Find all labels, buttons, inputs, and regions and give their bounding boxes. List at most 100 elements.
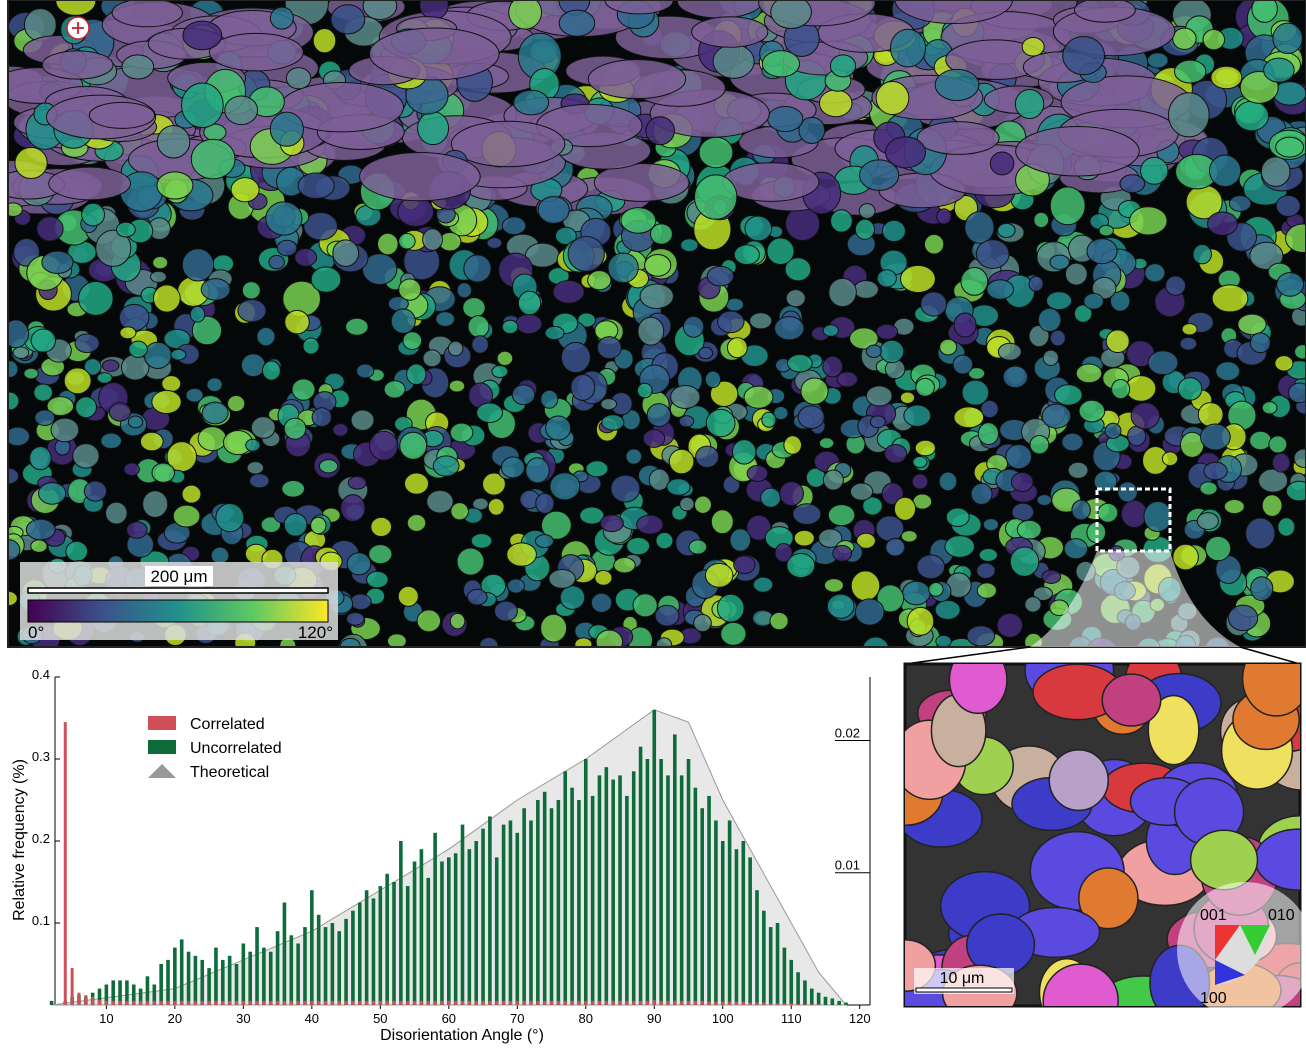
legend-label: Correlated bbox=[190, 716, 265, 733]
grain bbox=[954, 407, 984, 428]
grain bbox=[464, 255, 491, 282]
grain bbox=[837, 372, 857, 387]
bar bbox=[577, 800, 581, 1005]
grain bbox=[793, 504, 821, 525]
grain bbox=[903, 581, 930, 605]
grain bbox=[1238, 314, 1266, 334]
bar bbox=[372, 898, 376, 1005]
grain bbox=[1029, 276, 1043, 291]
bar bbox=[290, 1001, 293, 1005]
histogram: 0.10.20.30.40.010.0210203040506070809010… bbox=[32, 667, 871, 1026]
bar bbox=[358, 1001, 361, 1005]
grain bbox=[42, 251, 73, 273]
grain bbox=[945, 536, 975, 558]
ipf-label: 010 bbox=[1268, 907, 1295, 924]
grain bbox=[1076, 364, 1102, 383]
grain bbox=[514, 90, 549, 115]
grain bbox=[1200, 482, 1217, 495]
grain bbox=[880, 340, 904, 362]
grain bbox=[502, 217, 526, 235]
bar bbox=[564, 1001, 567, 1005]
bar bbox=[660, 1001, 663, 1005]
grain bbox=[679, 416, 694, 427]
grain bbox=[191, 139, 235, 179]
bar bbox=[64, 722, 67, 1005]
bar bbox=[468, 849, 472, 1005]
x-axis-label: Disorientation Angle (°) bbox=[380, 1027, 544, 1044]
bar bbox=[447, 857, 451, 1005]
bar bbox=[625, 796, 629, 1005]
bar bbox=[721, 1002, 724, 1005]
grain bbox=[541, 614, 567, 642]
y-tick-label: 0.1 bbox=[32, 913, 50, 928]
bar bbox=[783, 948, 787, 1005]
grain bbox=[31, 329, 55, 352]
bar bbox=[242, 1001, 245, 1005]
grain bbox=[1120, 175, 1145, 193]
grain bbox=[886, 538, 905, 556]
bar bbox=[173, 948, 177, 1005]
bar bbox=[276, 931, 280, 1005]
bar bbox=[844, 1003, 848, 1005]
grain bbox=[1197, 513, 1218, 530]
bar bbox=[824, 997, 828, 1005]
bar bbox=[427, 1001, 430, 1005]
grain bbox=[990, 152, 1014, 175]
grain bbox=[1203, 29, 1225, 49]
colorbar-min: 0° bbox=[28, 623, 44, 642]
grain bbox=[117, 222, 136, 237]
x-tick-label: 70 bbox=[510, 1011, 524, 1026]
grain bbox=[120, 327, 136, 339]
bar bbox=[817, 993, 821, 1005]
bar bbox=[256, 1001, 259, 1005]
bar bbox=[584, 1001, 587, 1005]
grain bbox=[2, 361, 18, 378]
bar bbox=[790, 1003, 793, 1005]
bar bbox=[694, 1001, 697, 1005]
grain bbox=[998, 343, 1021, 360]
zoom-lines bbox=[905, 647, 1300, 664]
grain bbox=[633, 594, 657, 617]
bar bbox=[310, 890, 314, 1005]
grain bbox=[937, 209, 951, 224]
grain bbox=[901, 531, 917, 542]
grain bbox=[1193, 245, 1211, 264]
bar bbox=[105, 1001, 108, 1005]
grain bbox=[1098, 503, 1118, 522]
bar bbox=[173, 1001, 176, 1005]
grain bbox=[1269, 436, 1287, 453]
grain bbox=[1251, 577, 1273, 601]
grain bbox=[182, 249, 213, 281]
grain bbox=[645, 255, 671, 277]
grain bbox=[904, 405, 931, 426]
grain bbox=[997, 613, 1022, 637]
grain bbox=[917, 122, 999, 155]
grain bbox=[407, 364, 426, 385]
grain bbox=[1050, 330, 1065, 346]
bar bbox=[680, 1001, 683, 1005]
bar bbox=[769, 927, 773, 1005]
grain bbox=[285, 310, 309, 333]
bar bbox=[221, 960, 225, 1005]
grain bbox=[1015, 90, 1043, 119]
bar bbox=[379, 1001, 382, 1005]
grain bbox=[151, 271, 167, 282]
grain bbox=[512, 385, 535, 405]
bar bbox=[187, 952, 191, 1005]
grain bbox=[717, 594, 744, 622]
grain bbox=[494, 601, 517, 621]
grain bbox=[627, 537, 650, 554]
grain bbox=[787, 553, 815, 577]
grain bbox=[182, 485, 201, 503]
bar bbox=[283, 903, 287, 1006]
grain bbox=[427, 490, 453, 513]
grain bbox=[824, 579, 843, 593]
grain bbox=[983, 519, 998, 531]
grain bbox=[1121, 500, 1147, 527]
grain bbox=[1102, 674, 1160, 726]
grain bbox=[492, 366, 508, 378]
figure: 200 μm 0° 120° 001 010 100 10 μm Relativ… bbox=[0, 0, 1306, 1045]
grain bbox=[1068, 462, 1088, 478]
grain bbox=[209, 33, 303, 71]
bar bbox=[755, 1003, 758, 1005]
